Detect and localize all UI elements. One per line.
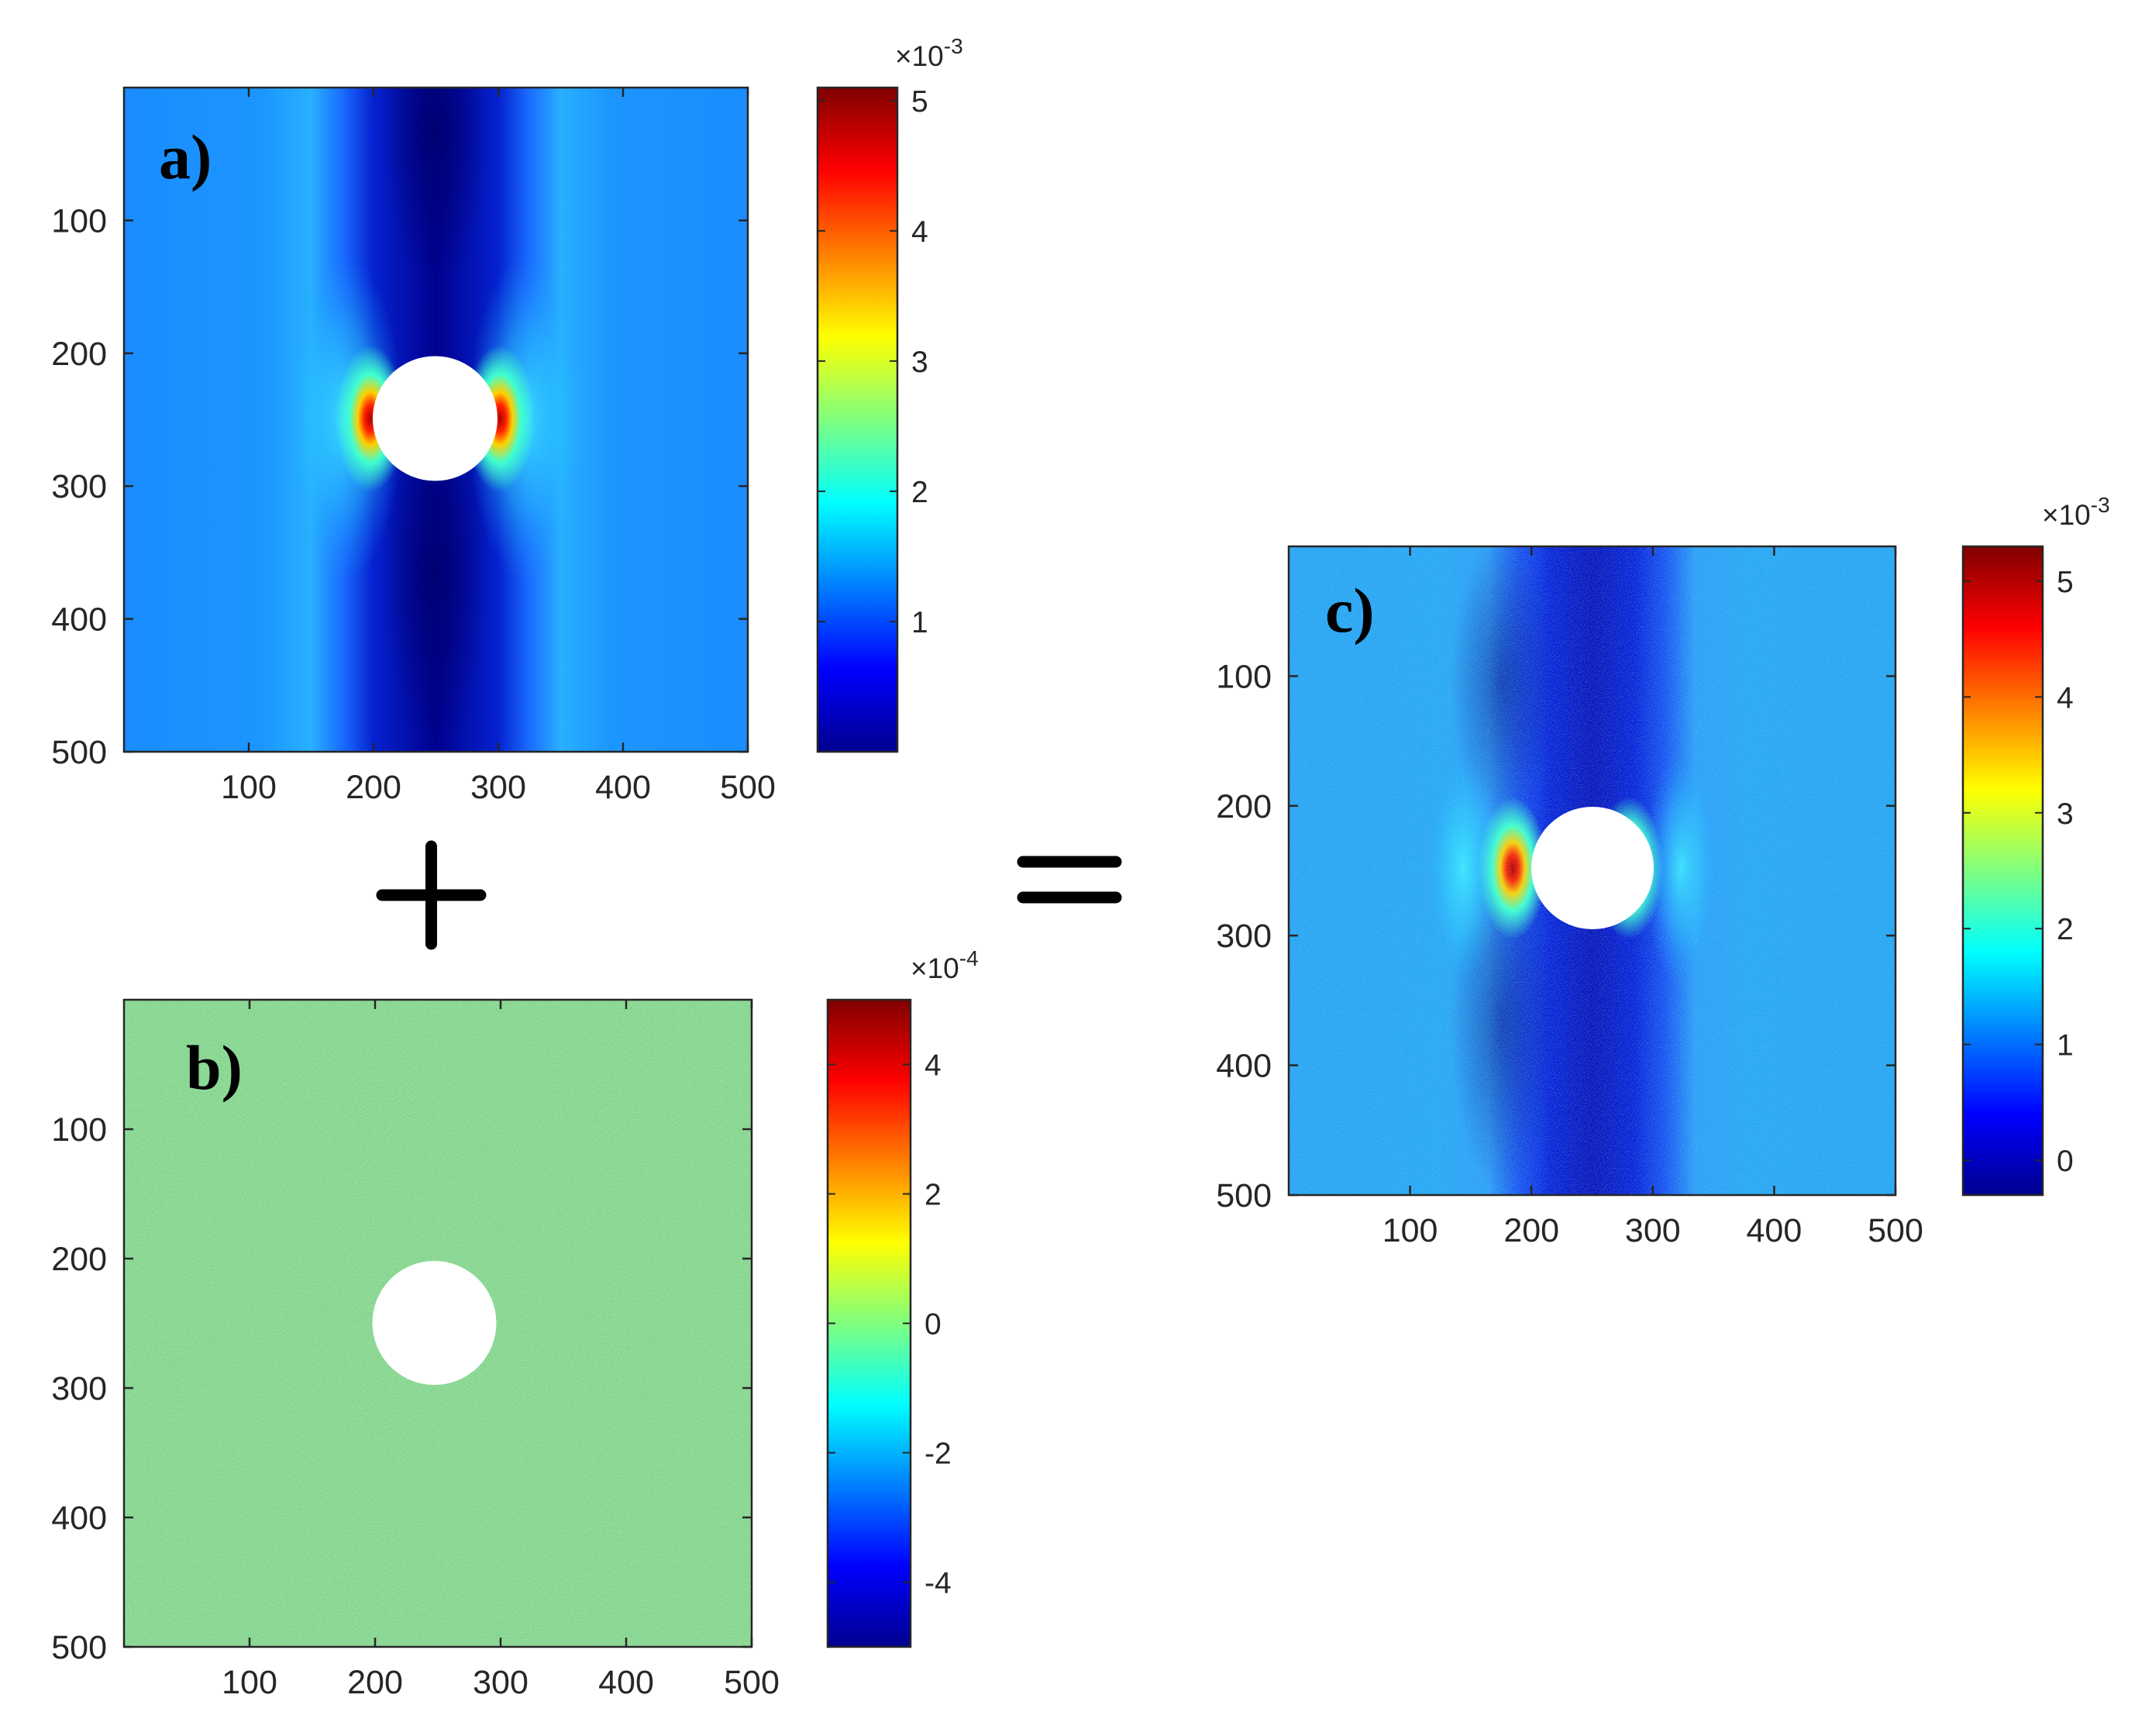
colorbar-tick-label: 1 bbox=[2057, 1029, 2074, 1063]
colorbar-tick-label: 2 bbox=[924, 1179, 942, 1212]
colorbar-ticks-b: -4 -2 0 2 4 bbox=[828, 1049, 952, 1600]
colorbar-tick-label: 1 bbox=[911, 606, 928, 639]
x-tick-label: 400 bbox=[1747, 1212, 1803, 1249]
axis-ticks-b: 100 200 300 400 500 100 200 300 400 500 bbox=[51, 1000, 780, 1701]
hole-a bbox=[373, 356, 498, 481]
x-tick-label: 400 bbox=[595, 769, 651, 806]
heatmap-panel-b: 100 200 300 400 500 100 200 300 400 500 b) -4 -2 0 2… bbox=[51, 946, 978, 1701]
y-tick-label: 500 bbox=[51, 1629, 107, 1666]
x-tick-label: 200 bbox=[346, 769, 401, 806]
y-tick-label: 300 bbox=[1216, 918, 1272, 955]
plus-operator: + bbox=[376, 840, 487, 950]
colorbar-tick-label: 0 bbox=[924, 1308, 942, 1342]
axes-frame-a bbox=[122, 86, 749, 753]
colorbar-b bbox=[826, 998, 912, 1648]
colorbar-exponent-c: ×10-3 bbox=[2042, 493, 2110, 531]
y-tick-label: 100 bbox=[1216, 658, 1272, 695]
y-tick-label: 100 bbox=[51, 202, 107, 239]
colorbar-tick-label: -2 bbox=[924, 1438, 952, 1471]
colorbar-tick-label: 4 bbox=[911, 215, 928, 249]
colorbar-a bbox=[816, 86, 899, 753]
hole-b bbox=[372, 1261, 497, 1385]
colorbar-tick-label: 0 bbox=[2057, 1145, 2074, 1178]
colorbar-c bbox=[1961, 545, 2044, 1197]
x-tick-label: 400 bbox=[598, 1664, 654, 1701]
colorbar-tick-label: -4 bbox=[924, 1567, 952, 1600]
x-tick-label: 200 bbox=[347, 1664, 403, 1701]
y-tick-label: 500 bbox=[51, 734, 107, 771]
y-tick-label: 500 bbox=[1216, 1177, 1272, 1214]
y-tick-label: 200 bbox=[51, 336, 107, 373]
heatmap-panel-c: 100 200 300 400 500 100 200 300 400 500 c) 0 1 2 3 4 5… bbox=[1216, 493, 2109, 1249]
colorbar-ticks-a: 1 2 3 4 5 bbox=[818, 85, 928, 639]
axes-frame-c bbox=[1287, 545, 1897, 1197]
panel-label-b: b) bbox=[186, 1032, 243, 1103]
y-tick-label: 400 bbox=[51, 601, 107, 639]
x-tick-label: 500 bbox=[724, 1664, 780, 1701]
colorbar-tick-label: 4 bbox=[924, 1049, 942, 1083]
x-tick-label: 100 bbox=[1382, 1212, 1438, 1249]
y-tick-label: 300 bbox=[51, 468, 107, 505]
x-tick-label: 300 bbox=[1625, 1212, 1681, 1249]
hole-c bbox=[1531, 807, 1654, 929]
axis-ticks-c: 100 200 300 400 500 100 200 300 400 500 bbox=[1216, 546, 1923, 1249]
colorbar-tick-label: 3 bbox=[911, 346, 928, 379]
x-tick-label: 200 bbox=[1503, 1212, 1559, 1249]
x-tick-label: 100 bbox=[222, 1664, 277, 1701]
y-tick-label: 400 bbox=[51, 1500, 107, 1537]
panel-label-a: a) bbox=[159, 122, 212, 192]
x-tick-label: 100 bbox=[221, 769, 277, 806]
equals-operator: = bbox=[1017, 856, 1122, 904]
x-tick-label: 500 bbox=[720, 769, 776, 806]
axis-ticks-a: 100 200 300 400 500 100 200 300 400 500 bbox=[51, 88, 776, 806]
colorbar-exponent-a: ×10-3 bbox=[895, 34, 963, 72]
x-tick-label: 500 bbox=[1868, 1212, 1923, 1249]
colorbar-ticks-c: 0 1 2 3 4 5 bbox=[1963, 566, 2074, 1178]
colorbar-tick-label: 4 bbox=[2057, 681, 2074, 715]
panel-label-c: c) bbox=[1325, 575, 1375, 646]
y-tick-label: 300 bbox=[51, 1370, 107, 1407]
colorbar-tick-label: 2 bbox=[911, 476, 928, 509]
y-tick-label: 400 bbox=[1216, 1048, 1272, 1085]
x-tick-label: 300 bbox=[473, 1664, 529, 1701]
y-tick-label: 100 bbox=[51, 1111, 107, 1149]
y-tick-label: 200 bbox=[51, 1241, 107, 1278]
colorbar-tick-label: 5 bbox=[911, 85, 928, 119]
x-tick-label: 300 bbox=[470, 769, 526, 806]
y-tick-label: 200 bbox=[1216, 788, 1272, 825]
colorbar-tick-label: 2 bbox=[2057, 913, 2074, 946]
colorbar-tick-label: 5 bbox=[2057, 566, 2074, 599]
colorbar-tick-label: 3 bbox=[2057, 797, 2074, 831]
colorbar-exponent-b: ×10-4 bbox=[911, 946, 979, 984]
axes-frame-b bbox=[122, 998, 753, 1648]
